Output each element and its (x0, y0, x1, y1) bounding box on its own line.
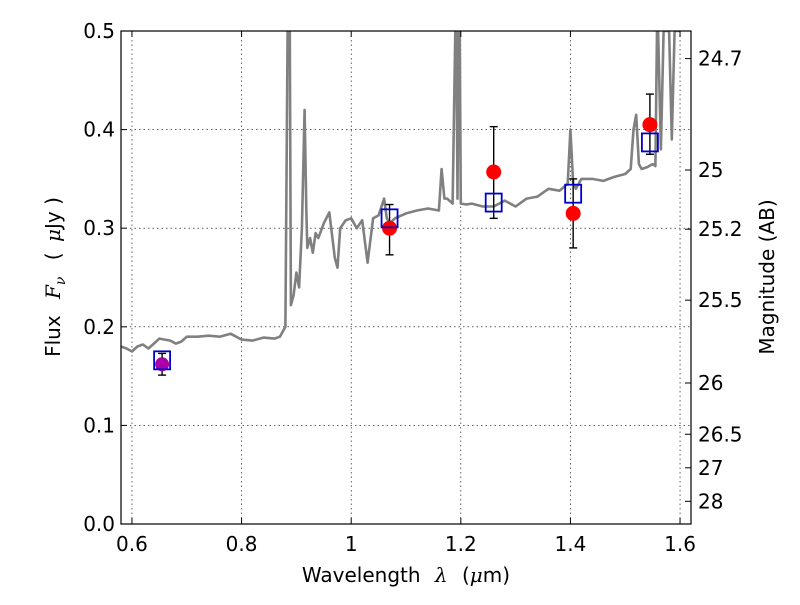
box-layer (153, 132, 659, 371)
x-tick-label: 0.6 (116, 532, 148, 556)
y-tick-label: 0.0 (83, 512, 115, 536)
y2-tick-label: 26.5 (698, 422, 743, 446)
y2-tick-label: 27 (698, 456, 723, 480)
x-label-symbol: λ (434, 563, 448, 587)
y2-tick-label: 26 (698, 371, 723, 395)
x-label-open: ( (462, 563, 470, 587)
y-label-unit-symbol: μ (41, 229, 65, 242)
model-point (484, 192, 503, 213)
spectrum-line (121, 31, 680, 353)
grid-layer (121, 30, 691, 525)
y-label-prefix: Flux (41, 315, 65, 357)
x-label-unit-symbol: μ (470, 563, 483, 587)
y2-tick-label: 25 (698, 158, 723, 182)
y2-tick-label: 24.7 (698, 47, 743, 71)
observed-point (642, 117, 658, 133)
x-label-prefix: Wavelength (302, 563, 421, 587)
y2-axis-label: Magnitude (AB) (755, 199, 779, 354)
y2-tick-label: 25.5 (698, 288, 743, 312)
model-point (153, 350, 172, 371)
y-label-unit-rest: Jy ) (41, 197, 65, 231)
y-tick-label: 0.3 (83, 216, 115, 240)
x-tick-label: 0.8 (226, 532, 258, 556)
x-tick-label: 1 (345, 532, 358, 556)
y2-tick-label: 25.2 (698, 217, 743, 241)
plot-frame (120, 30, 692, 525)
model-point (640, 132, 659, 153)
y-label-symbol: F (41, 284, 65, 300)
y-tick-label: 0.4 (83, 118, 115, 142)
x-tick-label: 1.6 (664, 532, 696, 556)
y-axis-label: Flux Fν ( μJy ) (41, 197, 70, 357)
spectrum-layer (121, 31, 680, 353)
tick-layer: 0.6 0.8 1 1.2 1.4 1.6 0.0 0.1 0.2 0.3 0.4 0.5 24.7 25… (83, 19, 742, 556)
y-tick-label: 0.5 (83, 19, 115, 43)
y2-tick-label: 28 (698, 489, 723, 513)
errorbar-layer (158, 93, 654, 376)
observed-point (486, 164, 502, 180)
x-label-unit-rest: m) (483, 563, 510, 587)
x-tick-label: 1.4 (555, 532, 587, 556)
y-tick-label: 0.2 (83, 315, 115, 339)
observed-point (565, 205, 581, 221)
x-axis-label: Wavelength λ (μm) (302, 563, 510, 587)
y-tick-label: 0.1 (83, 413, 115, 437)
x-tick-label: 1.2 (445, 532, 477, 556)
y-label-subscript: ν (53, 276, 69, 285)
model-point (380, 208, 399, 229)
observed-point-short (155, 357, 170, 372)
model-point (564, 183, 583, 204)
y-label-open: ( (41, 252, 65, 260)
